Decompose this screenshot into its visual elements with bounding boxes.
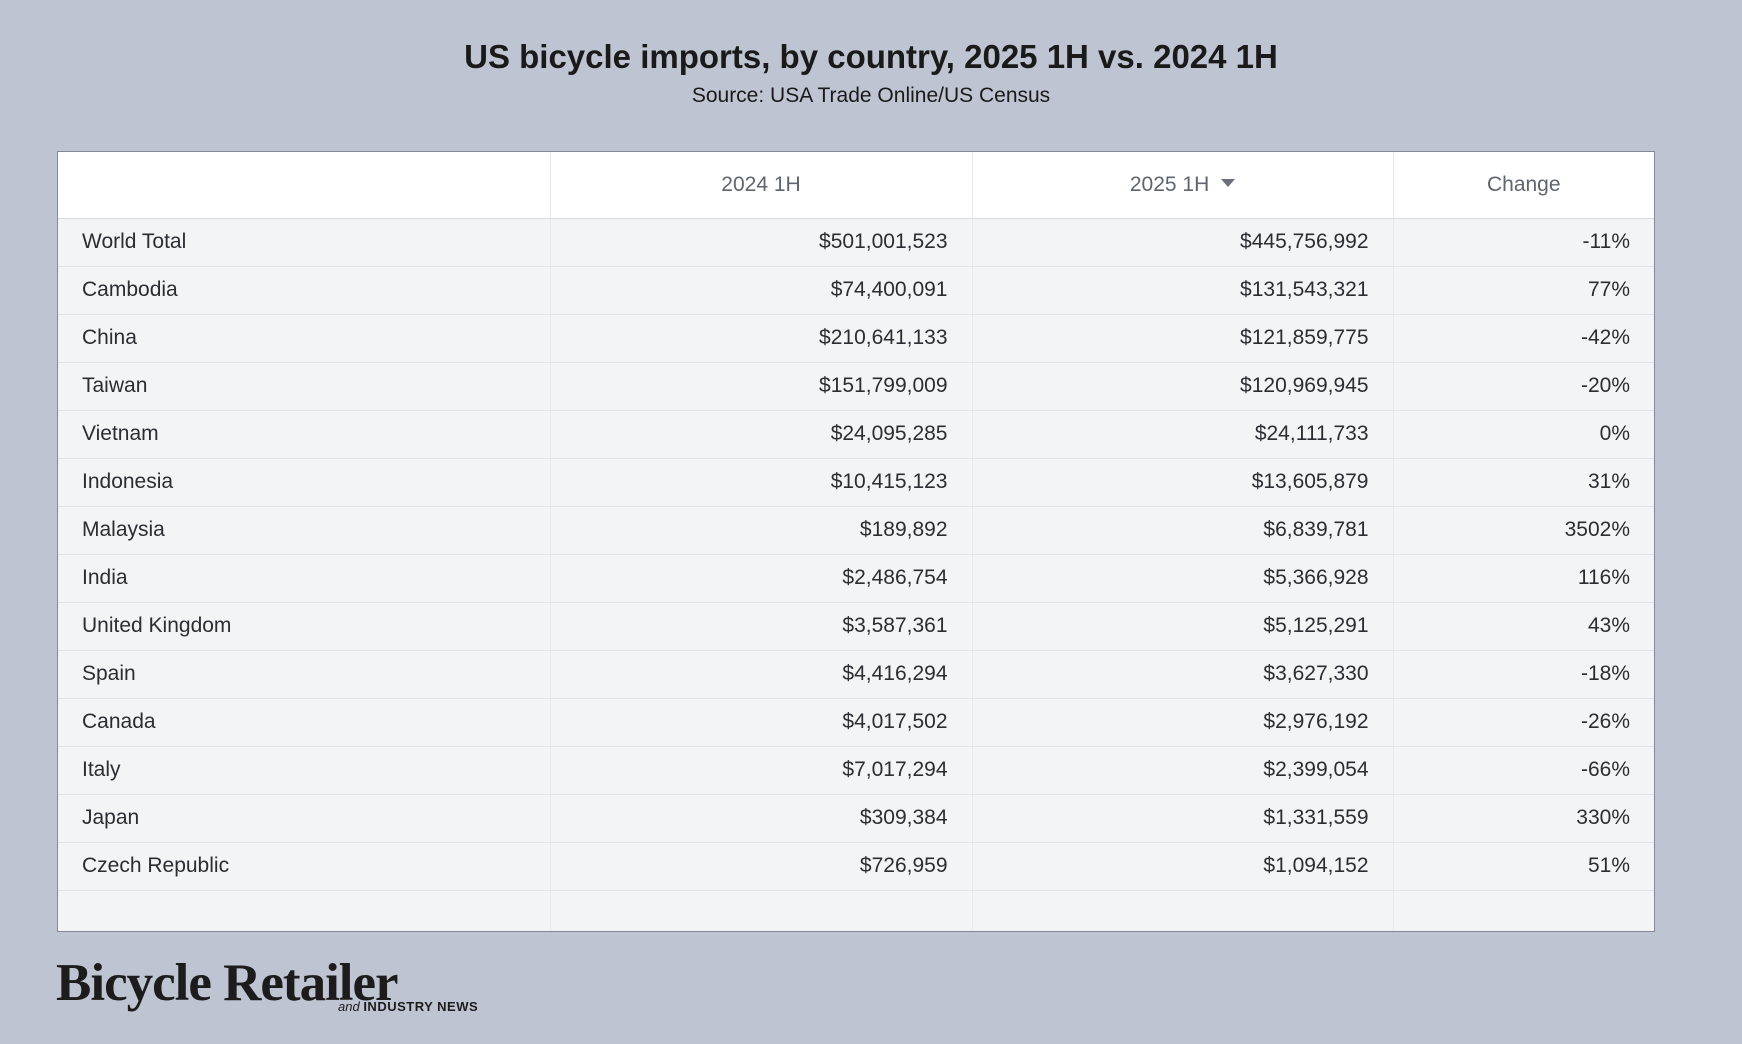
svg-text:and INDUSTRY NEWS: and INDUSTRY NEWS bbox=[338, 999, 478, 1014]
